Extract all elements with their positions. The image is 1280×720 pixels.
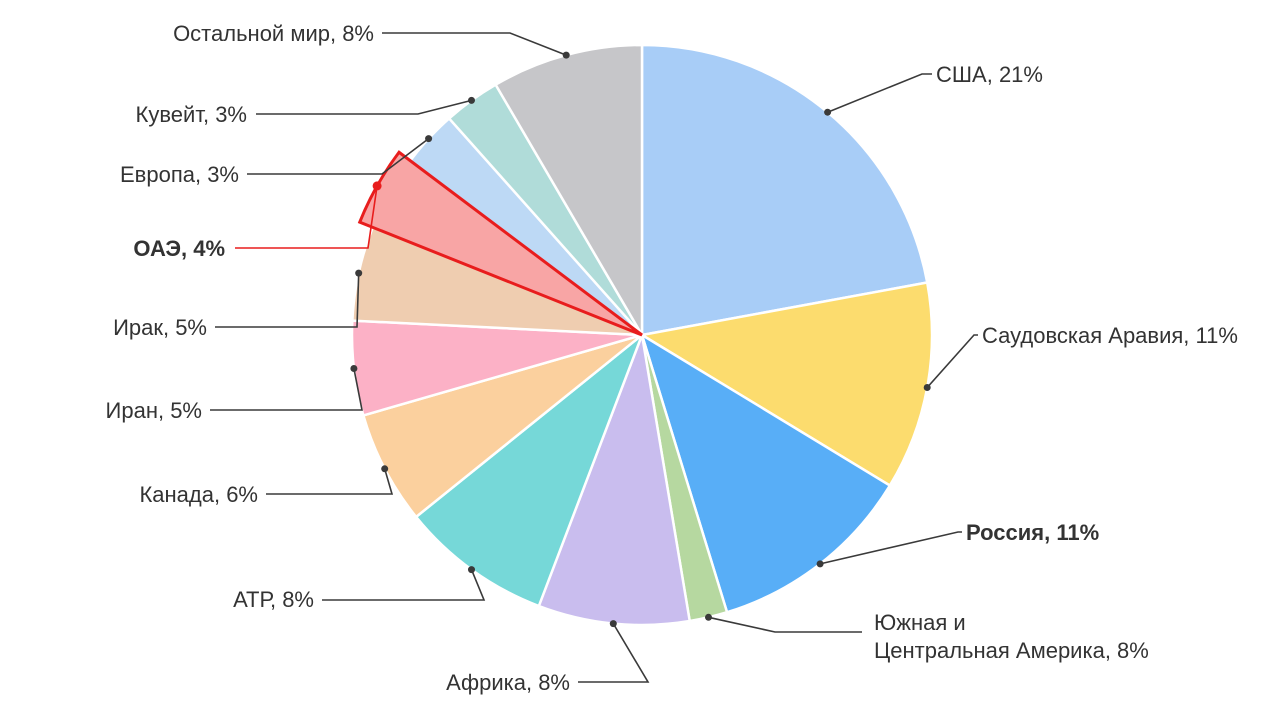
leader-line bbox=[215, 273, 360, 328]
leader-lines bbox=[210, 32, 978, 683]
leader-line bbox=[256, 99, 472, 115]
leader-line bbox=[382, 32, 567, 56]
leader-dot bbox=[468, 96, 475, 104]
leader-dot bbox=[381, 465, 389, 473]
slice-label: Ирак, 5% bbox=[113, 315, 207, 340]
leader-line bbox=[708, 616, 862, 633]
slice-label: Саудовская Аравия, 11% bbox=[982, 323, 1238, 348]
leader-dot bbox=[372, 181, 382, 191]
slice-label: Иран, 5% bbox=[106, 398, 202, 423]
leader-line bbox=[827, 73, 932, 113]
leader-dot bbox=[705, 613, 712, 621]
leader-dot bbox=[824, 108, 832, 116]
pie-slices bbox=[350, 43, 934, 627]
leader-dot bbox=[562, 51, 570, 59]
slice-label: США, 21% bbox=[936, 62, 1043, 87]
leader-dot bbox=[468, 566, 475, 574]
leader-line bbox=[235, 185, 378, 249]
slice-label: АТР, 8% bbox=[233, 587, 314, 612]
slice-label: Южная и Центральная Америка, 8% bbox=[874, 610, 1149, 663]
leader-line bbox=[210, 368, 363, 411]
leader-line bbox=[926, 334, 978, 389]
slice-label: Европа, 3% bbox=[120, 162, 239, 187]
slice-label: Россия, 11% bbox=[966, 520, 1099, 545]
slice-label: Канада, 6% bbox=[139, 482, 258, 507]
slice-label: ОАЭ, 4% bbox=[133, 236, 225, 261]
slice-labels: США, 21% Саудовская Аравия, 11% Россия, 11… bbox=[106, 21, 1238, 695]
leader-line bbox=[247, 137, 430, 175]
slice-label: Кувейт, 3% bbox=[136, 102, 247, 127]
leader-line bbox=[322, 569, 486, 601]
leader-line bbox=[266, 468, 394, 495]
leader-dot bbox=[355, 269, 363, 277]
leader-dot bbox=[350, 365, 358, 372]
leader-dot bbox=[425, 135, 433, 143]
leader-dot bbox=[609, 620, 617, 628]
leader-dot bbox=[816, 560, 824, 568]
leader-line bbox=[819, 531, 962, 565]
slice-label: Африка, 8% bbox=[446, 670, 570, 695]
leader-dot bbox=[923, 384, 931, 391]
slice-label: Остальной мир, 8% bbox=[173, 21, 374, 46]
leader-line bbox=[578, 623, 650, 683]
